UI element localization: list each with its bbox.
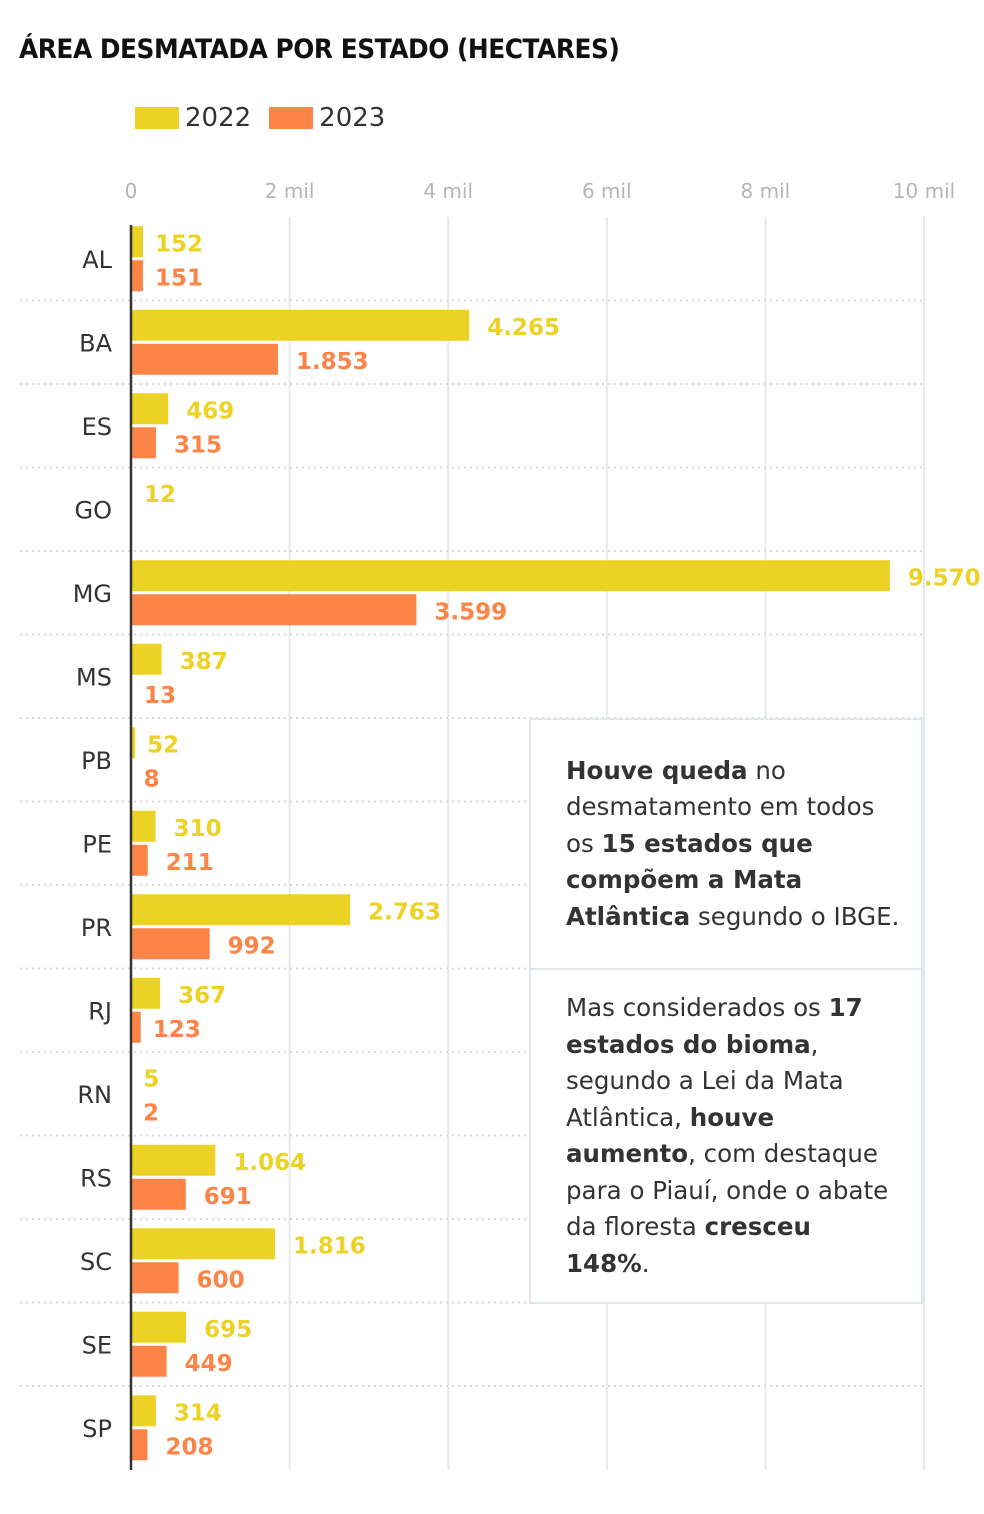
annotation-text-decline: Houve queda no desmatamento em todos os … — [566, 753, 901, 936]
category-label: RJ — [88, 997, 112, 1025]
data-label-2022: 152 — [155, 231, 203, 257]
data-label-2022: 9.570 — [908, 565, 981, 591]
bar-2023 — [131, 844, 148, 876]
bar-2023 — [131, 1262, 179, 1294]
annotation-emphasis: houve aumento — [566, 1102, 775, 1169]
bar-2022 — [131, 309, 470, 341]
data-label-2022: 5 — [143, 1066, 159, 1092]
annotation-emphasis: cresceu 148% — [566, 1212, 811, 1278]
category-label: MS — [76, 663, 112, 691]
annotation-text-increase: Mas considerados os 17 estados do bioma,… — [566, 990, 901, 1282]
x-tick-label: 0 — [125, 179, 138, 203]
data-label-2023: 13 — [144, 683, 176, 709]
legend-swatch-2022 — [135, 107, 179, 129]
category-label: RS — [80, 1164, 112, 1192]
data-label-2022: 1.064 — [233, 1150, 306, 1176]
data-label-2023: 449 — [185, 1351, 233, 1377]
data-label-2022: 387 — [180, 649, 228, 675]
category-label: RN — [77, 1081, 112, 1109]
data-label-2022: 310 — [174, 816, 222, 842]
bar-2022 — [131, 393, 169, 425]
bar-2023 — [131, 1178, 186, 1210]
category-label: PR — [81, 914, 112, 942]
bar-2023 — [131, 260, 143, 292]
x-tick-label: 6 mil — [582, 179, 632, 203]
category-label: MG — [73, 580, 112, 608]
category-label: BA — [79, 329, 112, 357]
data-label-2022: 1.816 — [293, 1233, 366, 1259]
category-label: AL — [82, 246, 112, 274]
data-label-2023: 8 — [144, 766, 160, 792]
data-label-2022: 2.763 — [368, 899, 441, 925]
annotation-text-part: segundo o IBGE. — [690, 901, 900, 931]
bar-2023 — [131, 594, 417, 626]
legend-label-2023: 2023 — [319, 103, 386, 133]
annotation-emphasis: Houve queda — [566, 755, 748, 785]
chart-title: ÁREA DESMATADA POR ESTADO (HECTARES) — [19, 34, 620, 65]
data-label-2023: 691 — [204, 1184, 252, 1210]
category-label: PE — [82, 830, 112, 858]
annotation-emphasis: 17 estados do bioma — [566, 993, 863, 1059]
x-tick-label: 8 mil — [741, 179, 791, 203]
legend-item-2023: 2023 — [269, 103, 385, 133]
annotation-box-decline: Houve queda no desmatamento em todos os … — [529, 718, 923, 970]
data-label-2023: 1.853 — [296, 349, 369, 375]
bar-2022 — [131, 1311, 187, 1343]
bar-2022 — [131, 1395, 156, 1427]
bar-2023 — [131, 427, 156, 459]
legend-swatch-2023 — [269, 107, 314, 129]
annotation-text-part: , segundo a Lei da Mata Atlântica, — [566, 1029, 844, 1132]
bar-2023 — [131, 1429, 148, 1461]
bar-2022 — [131, 1228, 276, 1260]
data-label-2023: 151 — [155, 265, 203, 291]
data-label-2023: 315 — [174, 432, 222, 458]
data-label-2022: 4.265 — [487, 315, 560, 341]
category-label: GO — [75, 496, 113, 524]
data-label-2023: 211 — [166, 850, 214, 876]
x-tick-label: 10 mil — [893, 179, 955, 203]
bar-2022 — [131, 977, 161, 1009]
legend: 2022 2023 — [135, 103, 403, 133]
legend-label-2022: 2022 — [185, 103, 252, 133]
data-label-2023: 600 — [197, 1267, 245, 1293]
bar-2022 — [131, 727, 136, 759]
bar-2023 — [131, 1345, 167, 1377]
data-label-2022: 314 — [174, 1400, 222, 1426]
data-label-2023: 123 — [153, 1017, 201, 1043]
bar-2023 — [131, 343, 278, 375]
category-label: SE — [82, 1331, 112, 1359]
annotation-text-part: Mas considerados os — [566, 993, 829, 1022]
bar-2022 — [131, 894, 351, 926]
annotation-text-part: no desmatamento em todos os — [566, 755, 875, 858]
x-tick-label: 2 mil — [265, 179, 315, 203]
x-tick-label: 4 mil — [423, 179, 473, 203]
annotation-emphasis: 15 estados que compõem a Mata Atlântica — [566, 828, 813, 931]
bar-2023 — [131, 1011, 141, 1043]
bar-2022 — [131, 1144, 216, 1176]
annotation-text-part: , com destaque para o Piauí, onde o abat… — [566, 1139, 889, 1241]
data-label-2022: 367 — [178, 983, 226, 1009]
category-label: PB — [81, 747, 112, 775]
annotation-box-increase: Mas considerados os 17 estados do bioma,… — [529, 968, 923, 1304]
category-label: SC — [80, 1248, 112, 1276]
data-label-2023: 2 — [143, 1100, 159, 1126]
bar-2022 — [131, 810, 156, 842]
category-label: ES — [82, 413, 112, 441]
bar-2022 — [131, 560, 890, 592]
data-label-2022: 695 — [204, 1317, 252, 1343]
bar-2022 — [131, 226, 144, 258]
category-label: SP — [82, 1415, 112, 1443]
legend-item-2022: 2022 — [135, 103, 251, 133]
data-label-2022: 52 — [147, 732, 179, 758]
annotation-text-part: . — [641, 1248, 650, 1278]
data-label-2023: 3.599 — [434, 599, 507, 625]
data-label-2022: 12 — [144, 482, 176, 508]
bar-2022 — [131, 643, 162, 675]
data-label-2023: 208 — [165, 1434, 213, 1460]
bar-2023 — [131, 928, 210, 960]
data-label-2022: 469 — [186, 398, 234, 424]
data-label-2023: 992 — [228, 933, 276, 959]
